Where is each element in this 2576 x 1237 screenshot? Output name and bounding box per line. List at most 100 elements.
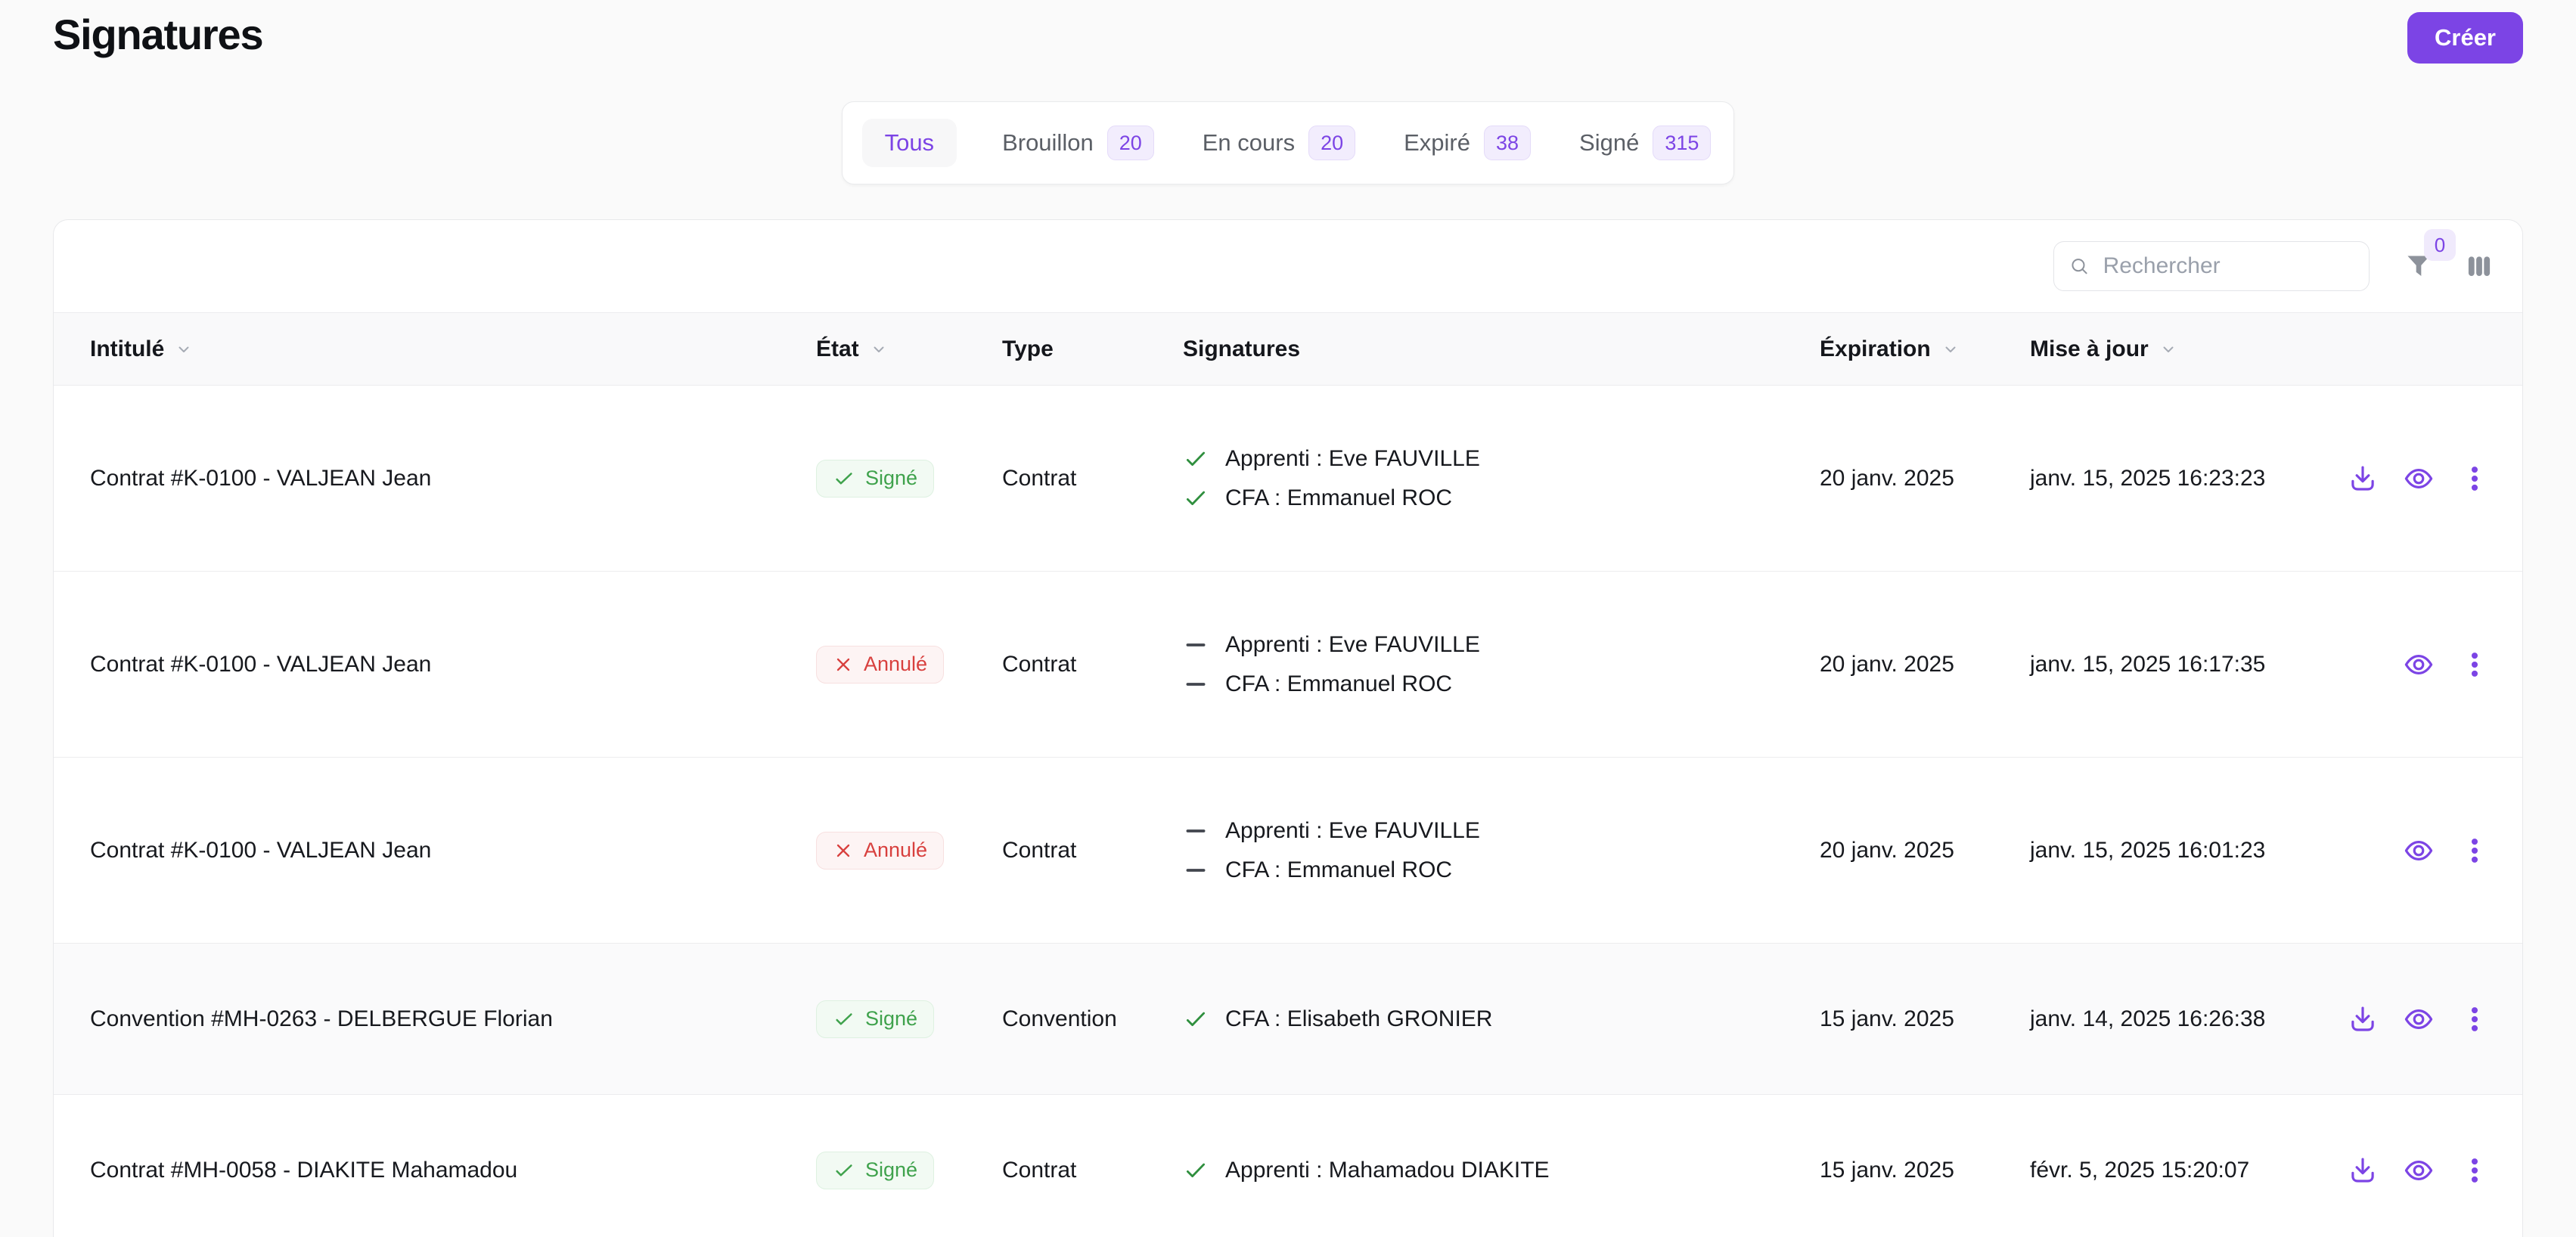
download-button[interactable] [2347, 1003, 2379, 1035]
eye-icon [2404, 840, 2433, 860]
column-header[interactable]: Signatures [1183, 336, 1820, 362]
tab-label: Signé [1579, 129, 1640, 156]
search-box[interactable] [2053, 241, 2370, 291]
row-title: Contrat #K-0100 - VALJEAN Jean [90, 651, 432, 677]
tab-count-badge: 315 [1653, 126, 1712, 160]
signature-pending-icon [1186, 682, 1206, 686]
signature-pending-icon [1186, 829, 1206, 832]
column-header[interactable]: Mise à jour [2030, 336, 2332, 362]
tab-expiré[interactable]: Expiré 38 [1401, 119, 1534, 167]
signature-line: Apprenti : Eve FAUVILLE [1183, 632, 1820, 658]
signature-check-icon [1186, 451, 1206, 466]
signature-check-icon [1186, 1012, 1206, 1026]
search-icon [2072, 259, 2087, 274]
row-title: Contrat #K-0100 - VALJEAN Jean [90, 837, 432, 863]
status-badge: Annulé [816, 831, 945, 870]
signature-check-icon [1186, 1163, 1206, 1177]
status-badge: Signé [816, 459, 935, 498]
status-badge: Signé [816, 1151, 935, 1189]
view-button[interactable] [2403, 649, 2435, 681]
kebab-menu-icon [2471, 838, 2478, 863]
eye-icon [2404, 1009, 2433, 1029]
chevron-down-icon [2163, 346, 2174, 352]
status-tabs: Tous Brouillon 20 En cours 20 Expiré 38 … [841, 101, 1735, 184]
row-menu-button[interactable] [2459, 463, 2491, 494]
create-button[interactable]: Créer [2407, 12, 2523, 64]
row-menu-button[interactable] [2459, 1003, 2491, 1035]
status-label: Annulé [864, 839, 928, 861]
tab-count-badge: 20 [1106, 126, 1154, 160]
kebab-menu-icon [2471, 1006, 2478, 1031]
expiration-cell: 20 janv. 2025 [1820, 837, 1954, 863]
table-body: Contrat #K-0100 - VALJEAN Jean Signé Con… [54, 386, 2522, 1237]
status-label: Signé [865, 1007, 918, 1030]
column-header[interactable]: État [816, 336, 1002, 362]
kebab-menu-icon [2471, 1158, 2478, 1183]
signature-line: CFA : Elisabeth GRONIER [1183, 1006, 1820, 1032]
signature-line: Apprenti : Eve FAUVILLE [1183, 818, 1820, 844]
table-row[interactable]: Contrat #K-0100 - VALJEAN Jean Annulé Co… [54, 572, 2522, 758]
tab-signé[interactable]: Signé 315 [1576, 119, 1714, 167]
table-row[interactable]: Contrat #K-0100 - VALJEAN Jean Signé Con… [54, 386, 2522, 572]
signature-line: CFA : Emmanuel ROC [1183, 671, 1820, 697]
type-cell: Contrat [1002, 1157, 1077, 1183]
expiration-cell: 15 janv. 2025 [1820, 1006, 1954, 1031]
column-header[interactable]: Éxpiration [1820, 336, 2030, 362]
row-menu-button[interactable] [2459, 835, 2491, 867]
check-icon [836, 472, 852, 484]
column-header-label: Intitulé [90, 336, 165, 361]
tab-count-badge: 38 [1484, 126, 1532, 160]
cross-icon [836, 844, 850, 857]
download-button[interactable] [2347, 1155, 2379, 1186]
row-actions [2332, 463, 2503, 494]
tab-en-cours[interactable]: En cours 20 [1200, 119, 1358, 167]
column-header-label: Éxpiration [1820, 336, 1931, 361]
kebab-menu-icon [2471, 652, 2478, 677]
row-actions [2332, 1155, 2503, 1186]
page-title: Signatures [53, 11, 264, 58]
filter-button[interactable] [2404, 252, 2433, 281]
chevron-down-icon [1945, 346, 1956, 352]
column-header[interactable]: Type [1002, 336, 1183, 362]
column-header-label: Signatures [1183, 336, 1301, 361]
eye-icon [2404, 468, 2433, 488]
view-button[interactable] [2403, 1155, 2435, 1186]
kebab-menu-icon [2471, 466, 2478, 491]
search-input[interactable] [2101, 253, 2354, 280]
updated-cell: févr. 5, 2025 15:20:07 [2030, 1157, 2250, 1183]
eye-icon [2404, 654, 2433, 674]
table-row[interactable]: Contrat #MH-0058 - DIAKITE Mahamadou Sig… [54, 1095, 2522, 1237]
row-actions [2332, 649, 2503, 681]
signature-label: CFA : Emmanuel ROC [1225, 857, 1453, 882]
type-cell: Contrat [1002, 465, 1077, 491]
signature-pending-icon [1186, 868, 1206, 872]
tab-label: En cours [1202, 129, 1296, 156]
view-button[interactable] [2403, 1003, 2435, 1035]
status-label: Signé [865, 1158, 918, 1181]
table-row[interactable]: Convention #MH-0263 - DELBERGUE Florian … [54, 944, 2522, 1095]
columns-button[interactable] [2465, 252, 2494, 281]
type-cell: Contrat [1002, 651, 1077, 677]
signature-label: CFA : Emmanuel ROC [1225, 485, 1453, 510]
column-header-label: État [816, 336, 859, 361]
table-toolbar: 0 [54, 220, 2522, 312]
signatures-cell: Apprenti : Eve FAUVILLE CFA : Emmanuel R… [1183, 446, 1820, 511]
view-button[interactable] [2403, 835, 2435, 867]
view-button[interactable] [2403, 463, 2435, 494]
signature-line: CFA : Emmanuel ROC [1183, 857, 1820, 883]
row-menu-button[interactable] [2459, 649, 2491, 681]
expiration-cell: 20 janv. 2025 [1820, 465, 1954, 491]
row-title: Contrat #K-0100 - VALJEAN Jean [90, 465, 432, 491]
signatures-cell: Apprenti : Eve FAUVILLE CFA : Emmanuel R… [1183, 818, 1820, 883]
column-header[interactable]: Intitulé [90, 336, 816, 362]
row-actions [2332, 1003, 2503, 1035]
row-menu-button[interactable] [2459, 1155, 2491, 1186]
tab-tous[interactable]: Tous [861, 119, 957, 167]
tab-brouillon[interactable]: Brouillon 20 [999, 119, 1157, 167]
signature-label: Apprenti : Eve FAUVILLE [1225, 445, 1480, 471]
filter-count-badge: 0 [2424, 229, 2456, 261]
signature-line: Apprenti : Eve FAUVILLE [1183, 446, 1820, 472]
signature-label: Apprenti : Eve FAUVILLE [1225, 631, 1480, 657]
download-button[interactable] [2347, 463, 2379, 494]
table-row[interactable]: Contrat #K-0100 - VALJEAN Jean Annulé Co… [54, 758, 2522, 944]
